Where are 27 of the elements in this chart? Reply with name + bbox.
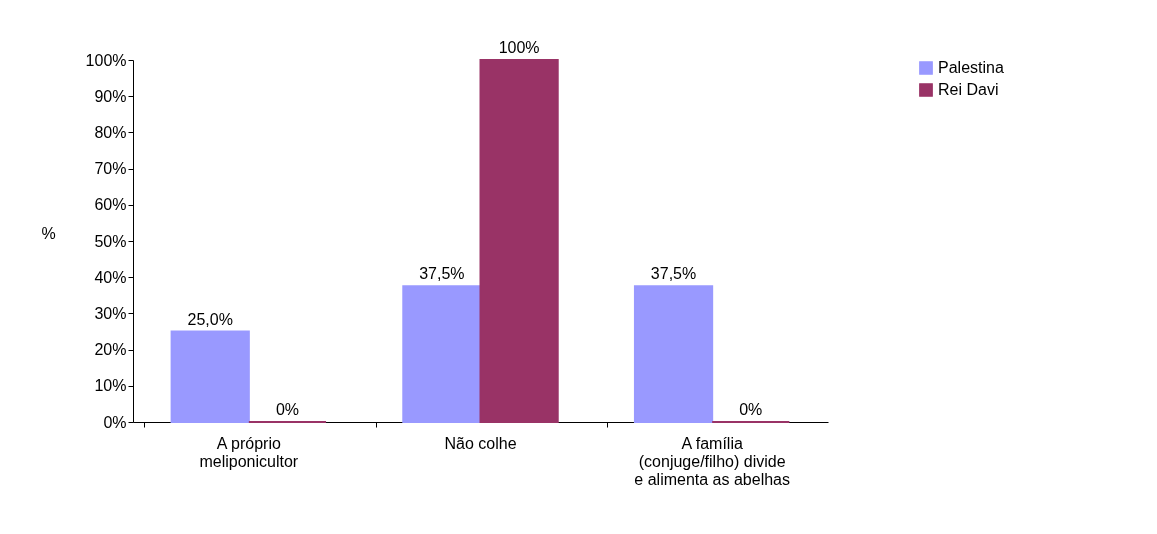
y-axis-title: % [41,224,56,242]
x-tick-label: Não colhe [444,434,517,452]
y-tick-label: 80% [94,123,127,141]
data-label: 100% [498,39,540,56]
legend-label: Palestina [938,59,1004,76]
y-tick-label: 90% [94,87,127,105]
y-tick-label: 20% [94,341,127,359]
y-tick-label: 50% [94,232,127,250]
data-label: 25,0% [187,310,233,328]
bar [633,285,714,423]
y-tick-label: 40% [94,268,127,286]
bar [479,59,559,423]
legend-label: Rei Davi [938,81,999,98]
y-tick-label: 10% [94,377,127,395]
y-tick-label: 60% [94,196,127,214]
data-label: 37,5% [419,265,465,283]
bar [170,330,250,423]
x-tick-label: A próprio meliponicultor [199,434,299,470]
y-tick-label: 0% [103,413,127,431]
y-tick-label: 30% [94,304,127,322]
x-tick-label: A família (conjuge/filho) divide e alimenta as abelhas [634,434,790,488]
data-label: 37,5% [650,265,697,283]
data-label: 0% [275,401,300,418]
y-tick-label: 70% [94,160,127,178]
y-tick-label: 100% [85,51,127,69]
data-label: 0% [739,401,763,418]
bar [402,285,482,423]
